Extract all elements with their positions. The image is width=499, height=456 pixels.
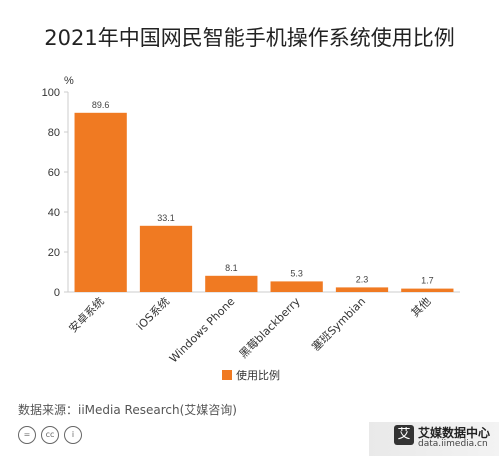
- bar: [74, 112, 127, 292]
- bar-value-label: 2.3: [356, 274, 369, 284]
- legend-swatch: [222, 370, 232, 380]
- attribution-license-icon: i: [64, 426, 82, 444]
- data-source: 数据来源：iiMedia Research(艾媒咨询): [18, 403, 237, 417]
- y-tick-label: 40: [48, 207, 60, 219]
- bar-value-label: 1.7: [421, 276, 434, 286]
- brand-logo-icon: 艾: [394, 425, 414, 445]
- cc-license-icon: cc: [41, 426, 59, 444]
- brand-band: [369, 422, 499, 456]
- y-tick-label: 80: [48, 127, 60, 139]
- equals-license-icon: =: [18, 426, 36, 444]
- license-icons: = cc i: [18, 426, 82, 444]
- chart-title: 2021年中国网民智能手机操作系统使用比例: [44, 26, 455, 50]
- x-tick-label: Windows Phone: [167, 295, 238, 366]
- y-tick-label: 60: [48, 167, 60, 179]
- y-axis-unit: %: [64, 75, 74, 87]
- bar-value-label: 89.6: [92, 100, 110, 110]
- x-tick-label: iOS系统: [134, 295, 172, 333]
- bar-chart: % 0 20 40 60 80 100 89.6 安卓系统 33.1 iOS系统 8.1 Windows…: [42, 75, 460, 382]
- x-tick-label: 塞班Symbian: [309, 294, 368, 353]
- bar-value-label: 8.1: [225, 263, 238, 273]
- brand-url: data.iimedia.cn: [418, 439, 488, 449]
- bar: [139, 225, 193, 292]
- bar-value-label: 5.3: [290, 268, 303, 278]
- bar: [401, 288, 454, 292]
- bar-value-label: 33.1: [157, 213, 175, 223]
- y-tick-label: 100: [42, 87, 60, 99]
- y-tick-label: 0: [54, 287, 60, 299]
- bar: [335, 287, 389, 292]
- x-tick-label: 安卓系统: [66, 294, 107, 335]
- x-tick-label: 其他: [409, 295, 434, 320]
- brand-name: 艾媒数据中心: [418, 426, 491, 440]
- y-tick-label: 20: [48, 247, 60, 259]
- x-tick-label: 黑莓blackberry: [237, 295, 303, 361]
- bar: [205, 275, 258, 292]
- bar: [270, 281, 323, 292]
- legend-label: 使用比例: [236, 368, 280, 382]
